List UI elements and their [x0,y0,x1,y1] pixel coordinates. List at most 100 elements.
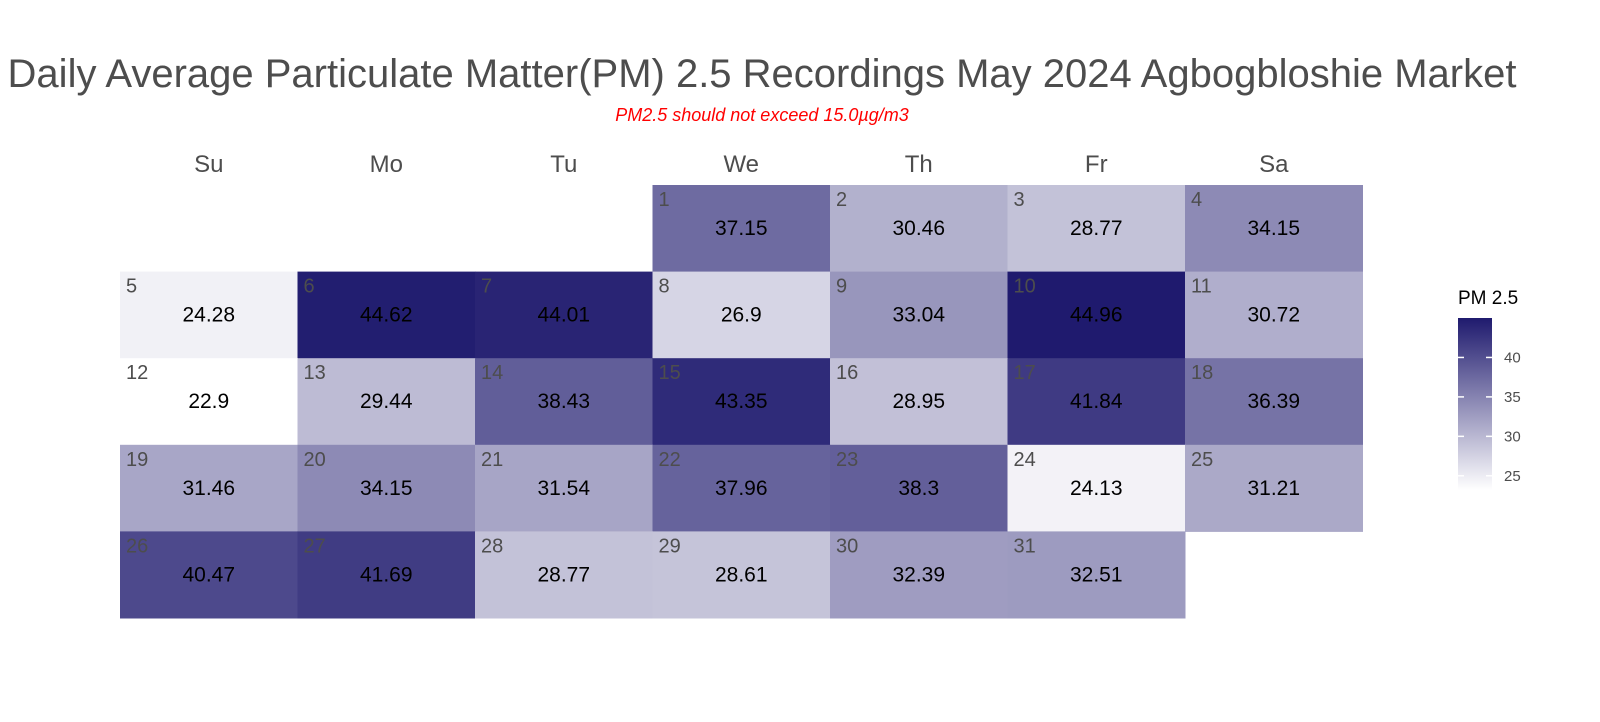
day-cell: 16 28.95 [830,358,1008,446]
day-cell-fill [652,185,831,273]
day-number: 28 [481,535,503,557]
legend-tick-label: 40 [1504,349,1521,366]
day-cell-fill [297,358,476,446]
day-cell: 644.62 [297,271,476,359]
day-value: 44.62 [360,304,413,327]
day-value: 33.04 [892,304,945,327]
day-number: 4 [1191,189,1202,211]
day-cell: 29 28.61 [652,531,831,619]
day-cell-fill [120,444,298,532]
day-value: 26.9 [721,304,762,327]
day-number: 11 [1191,276,1212,298]
day-number: 19 [126,449,148,471]
day-value: 37.15 [715,217,768,240]
day-cell: 933.04 [830,271,1008,359]
legend-ticks: 25 30 35 40 [1458,349,1521,485]
day-cell: 30 32.39 [830,531,1008,619]
day-cell: 744.01 [475,271,653,359]
day-cell-fill [120,358,298,446]
day-number: 27 [304,535,326,557]
day-value: 37.96 [715,477,768,500]
weekday-label: We [723,151,759,178]
day-cell-fill [830,444,1008,532]
day-number: 12 [126,362,148,384]
day-cell-fill [830,271,1008,359]
day-value: 41.69 [360,563,413,586]
day-cell-fill [1007,185,1186,273]
day-value: 38.43 [537,390,590,413]
day-number: 15 [659,362,681,384]
day-number: 30 [836,535,858,557]
day-cell-fill [1185,185,1363,273]
day-cell-fill [1007,531,1186,619]
day-number: 20 [304,449,326,471]
day-value: 41.84 [1070,390,1123,413]
chart-subtitle: PM2.5 should not exceed 15.0µg/m3 [615,105,909,125]
day-cell: 11 30.72 [1185,271,1363,359]
day-value: 31.54 [537,477,590,500]
weekday-header-row: Su Mo Tu We Th Fr Sa [194,151,1289,178]
day-value: 30.46 [892,217,945,240]
day-value: 32.51 [1070,563,1123,586]
day-value: 34.15 [1247,217,1300,240]
day-value: 28.61 [715,563,768,586]
day-cell: 27 41.69 [297,531,476,619]
day-number: 2 [836,189,847,211]
day-value: 28.95 [892,390,945,413]
day-number: 6 [304,276,315,298]
weekday-label: Mo [370,151,403,178]
day-cell: 24 24.13 [1007,444,1186,532]
day-number: 8 [659,276,670,298]
day-cell: 28 28.77 [475,531,653,619]
day-number: 25 [1191,449,1213,471]
day-cell-fill [1007,444,1186,532]
weekday-label: Sa [1259,151,1289,178]
day-cell-fill [652,271,831,359]
day-cell-fill [297,531,476,619]
day-value: 29.44 [360,390,413,413]
day-cell-fill [297,271,476,359]
day-cell-fill [652,444,831,532]
day-cell-fill [1007,271,1186,359]
day-number: 7 [481,276,492,298]
day-cell-fill [120,531,298,619]
day-cell: 23 38.3 [830,444,1008,532]
day-number: 21 [481,449,503,471]
day-cell-fill [475,531,653,619]
day-number: 5 [126,276,137,298]
day-cell: 10 44.96 [1007,271,1186,359]
day-cell: 25 31.21 [1185,444,1363,532]
day-value: 34.15 [360,477,413,500]
day-number: 17 [1014,362,1036,384]
chart-title: Daily Average Particulate Matter(PM) 2.5… [8,52,1517,96]
day-number: 3 [1014,189,1025,211]
day-cell-fill [475,271,653,359]
day-value: 31.21 [1247,477,1300,500]
day-cell: 328.77 [1007,185,1186,273]
day-cell-fill [1185,444,1363,532]
day-cell-fill [830,185,1008,273]
legend-colorbar [1458,318,1492,490]
day-number: 16 [836,362,858,384]
day-value: 36.39 [1247,390,1300,413]
day-cell: 137.15 [652,185,831,273]
day-cell: 230.46 [830,185,1008,273]
day-value: 44.01 [537,304,590,327]
day-cell: 18 36.39 [1185,358,1363,446]
day-value: 31.46 [182,477,235,500]
calendar-grid: 137.15230.46328.77434.15524.28644.62744.… [120,185,1363,619]
day-number: 13 [304,362,326,384]
day-cell-fill [297,444,476,532]
day-cell: 13 29.44 [297,358,476,446]
day-cell: 17 41.84 [1007,358,1186,446]
day-value: 30.72 [1247,304,1300,327]
day-number: 9 [836,276,847,298]
day-number: 10 [1014,276,1036,298]
day-value: 24.28 [182,304,235,327]
day-value: 28.77 [537,563,590,586]
day-cell-fill [652,358,831,446]
legend-tick-label: 30 [1504,428,1521,445]
day-cell: 15 43.35 [652,358,831,446]
day-number: 24 [1014,449,1036,471]
